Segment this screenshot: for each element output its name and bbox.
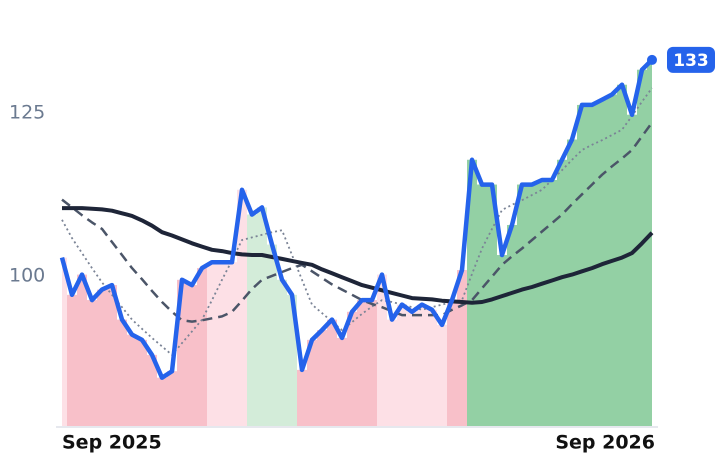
area-step [297,369,307,426]
area-step [287,294,297,426]
value-badge [667,46,715,73]
line-series [61,87,653,356]
area-step [267,244,277,426]
area-step [107,285,117,426]
area-step [547,179,557,426]
area-step [257,207,267,426]
area-step [327,319,337,426]
area-step [177,279,187,426]
area-step [227,262,237,426]
area-step [147,354,157,426]
area-step [87,300,97,426]
area-step [62,257,67,426]
area-step [407,311,417,426]
area-step [397,304,407,426]
area-step [97,289,107,426]
area-step [347,311,357,426]
area-step [427,309,437,426]
area-step [337,337,347,426]
x-tick-label: Sep 2026 [555,432,655,454]
area-step [507,225,517,426]
area-step [537,179,547,426]
area-step [617,84,627,426]
area-step [527,184,537,426]
area-step [167,371,177,426]
y-tick-label: 125 [9,101,45,123]
area-step [437,324,447,426]
area-step [307,339,317,426]
area-step [367,300,377,426]
area-step [67,294,77,426]
area-step [497,255,507,426]
line-series [61,121,654,323]
area-step [477,184,487,426]
area-step [277,279,287,426]
y-tick-label: 100 [9,264,45,286]
area-step [377,274,387,426]
x-tick-label: Sep 2025 [62,432,162,454]
area-step [217,262,227,426]
area-step [207,262,217,426]
area-step [317,330,327,426]
area-step [127,334,137,426]
area-step [457,270,467,426]
area-step [577,104,587,426]
area-step [517,184,527,426]
area-step [447,300,457,426]
area-step [387,319,397,426]
area-step [197,268,207,426]
line-series [59,58,654,380]
area-step [647,59,652,426]
area-step [357,300,367,426]
value-label: 133 [673,51,709,71]
area-step [467,159,477,427]
area-step [247,214,257,426]
area-step [237,189,247,426]
area-step [627,114,637,426]
line-series [62,206,654,305]
area-step [187,285,197,426]
area-step [137,339,147,426]
area-step [417,304,427,426]
area-step [567,139,577,426]
last-point [647,54,657,65]
area-step [587,104,597,426]
area-step [637,69,647,427]
area-step [77,274,87,426]
area-step [557,159,567,427]
area-step [157,377,167,426]
area-step [487,184,497,426]
area-step [117,319,127,426]
